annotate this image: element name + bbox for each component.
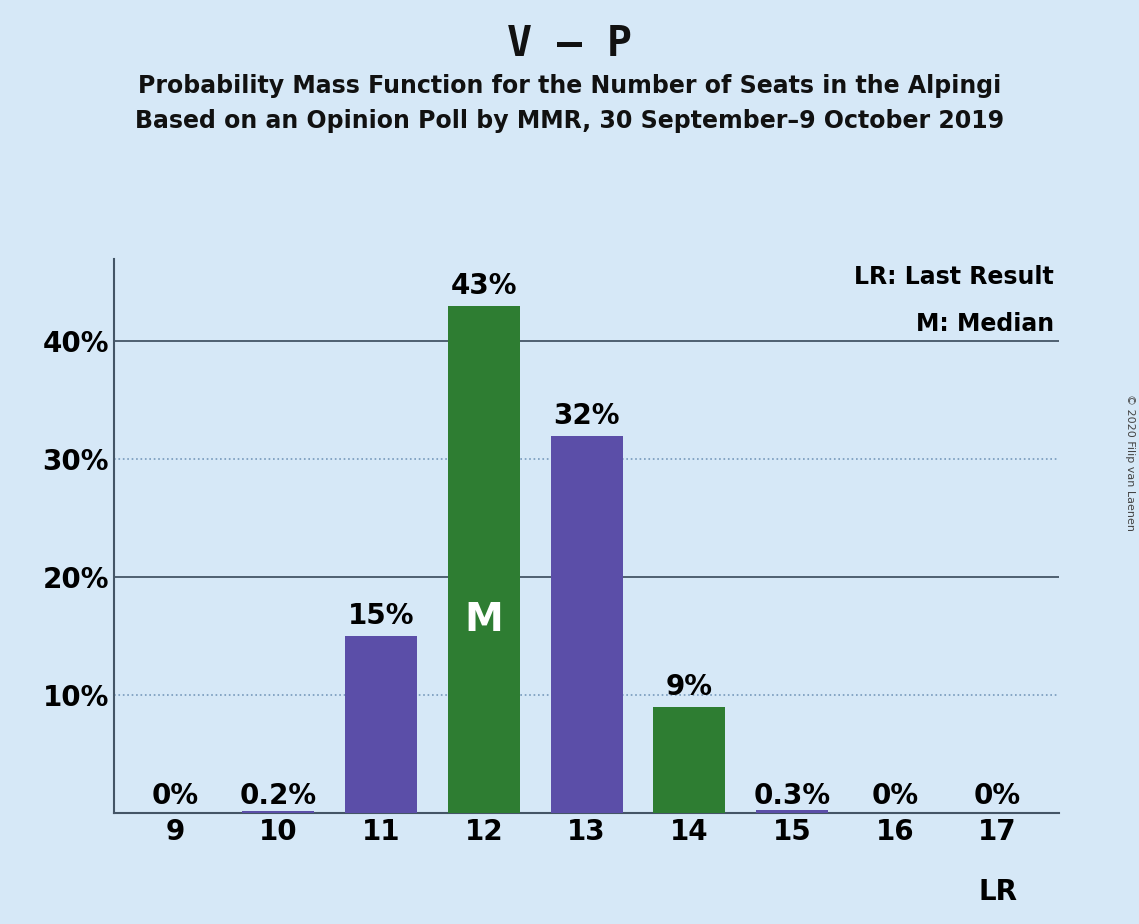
Text: 0%: 0% <box>974 782 1022 809</box>
Text: 43%: 43% <box>451 272 517 300</box>
Text: 15%: 15% <box>347 602 415 630</box>
Text: 0.3%: 0.3% <box>754 782 830 809</box>
Text: 0%: 0% <box>151 782 199 809</box>
Bar <box>756 809 828 813</box>
Bar <box>448 306 519 813</box>
Bar <box>243 810 314 813</box>
Text: LR: Last Result: LR: Last Result <box>854 264 1054 288</box>
Text: 0%: 0% <box>871 782 918 809</box>
Text: V – P: V – P <box>507 23 632 65</box>
Text: Probability Mass Function for the Number of Seats in the Alpingi: Probability Mass Function for the Number… <box>138 74 1001 98</box>
Bar <box>345 637 417 813</box>
Text: Based on an Opinion Poll by MMR, 30 September–9 October 2019: Based on an Opinion Poll by MMR, 30 Sept… <box>134 109 1005 133</box>
Text: 0.2%: 0.2% <box>239 782 317 809</box>
Text: M: M <box>465 602 503 639</box>
Text: M: Median: M: Median <box>916 311 1054 335</box>
Text: © 2020 Filip van Laenen: © 2020 Filip van Laenen <box>1125 394 1134 530</box>
Text: 32%: 32% <box>554 402 620 430</box>
Bar <box>654 707 726 813</box>
Text: LR: LR <box>978 878 1017 906</box>
Text: 9%: 9% <box>666 673 713 701</box>
Bar <box>550 435 623 813</box>
